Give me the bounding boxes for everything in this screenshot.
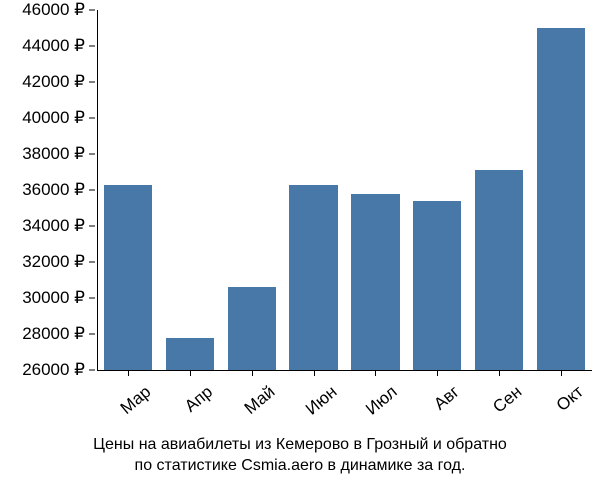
caption-line-2: по статистике Csmia.aero в динамике за г…: [135, 457, 466, 474]
y-tick-mark: [89, 370, 95, 371]
y-tick-label: 28000 ₽: [22, 324, 85, 344]
bar: [475, 170, 523, 370]
y-tick-label: 32000 ₽: [22, 252, 85, 272]
y-tick-label: 26000 ₽: [22, 360, 85, 380]
plot-area: [97, 10, 592, 370]
x-axis: Мар Апр Май Июн Июл Авг Сен Окт: [97, 370, 592, 430]
bar: [228, 287, 276, 370]
x-tick-label: Июн: [302, 382, 341, 419]
x-tick-label: Апр: [181, 382, 217, 417]
y-tick-label: 34000 ₽: [22, 216, 85, 236]
bar: [537, 28, 585, 370]
bar: [289, 185, 337, 370]
x-tick-mark: [252, 370, 253, 376]
x-tick-label: Окт: [553, 382, 588, 416]
y-tick-mark: [89, 82, 95, 83]
x-tick-label: Мар: [117, 382, 155, 419]
y-tick-label: 38000 ₽: [22, 144, 85, 164]
x-tick-mark: [128, 370, 129, 376]
x-tick-mark: [499, 370, 500, 376]
y-tick-mark: [89, 262, 95, 263]
y-tick-mark: [89, 118, 95, 119]
x-tick-label: Сен: [489, 382, 526, 417]
x-tick-mark: [561, 370, 562, 376]
x-tick-mark: [314, 370, 315, 376]
x-tick-label: Авг: [431, 382, 464, 414]
y-tick-label: 46000 ₽: [22, 0, 85, 20]
y-tick-label: 42000 ₽: [22, 72, 85, 92]
y-axis: 26000 ₽28000 ₽30000 ₽32000 ₽34000 ₽36000…: [0, 10, 95, 370]
y-tick-mark: [89, 298, 95, 299]
chart-container: 26000 ₽ 28000 ₽ 30000 ₽ 32000 ₽ 34000 ₽ 36000…: [0, 0, 600, 500]
y-tick-label: 36000 ₽: [22, 180, 85, 200]
x-tick-mark: [190, 370, 191, 376]
y-tick-mark: [89, 190, 95, 191]
bar: [351, 194, 399, 370]
y-tick-label: 40000 ₽: [22, 108, 85, 128]
y-tick-mark: [89, 10, 95, 11]
y-tick-label: 44000 ₽: [22, 36, 85, 56]
caption-line-1: Цены на авиабилеты из Кемерово в Грозный…: [93, 436, 507, 453]
bar: [166, 338, 214, 370]
y-tick-mark: [89, 154, 95, 155]
x-tick-label: Июл: [363, 382, 402, 420]
bar: [104, 185, 152, 370]
y-tick-label: 30000 ₽: [22, 288, 85, 308]
bar: [413, 201, 461, 370]
x-tick-label: Май: [240, 382, 278, 419]
y-tick-mark: [89, 46, 95, 47]
chart-caption: Цены на авиабилеты из Кемерово в Грозный…: [0, 435, 600, 477]
y-tick-mark: [89, 226, 95, 227]
y-tick-mark: [89, 334, 95, 335]
x-tick-mark: [437, 370, 438, 376]
x-tick-mark: [375, 370, 376, 376]
